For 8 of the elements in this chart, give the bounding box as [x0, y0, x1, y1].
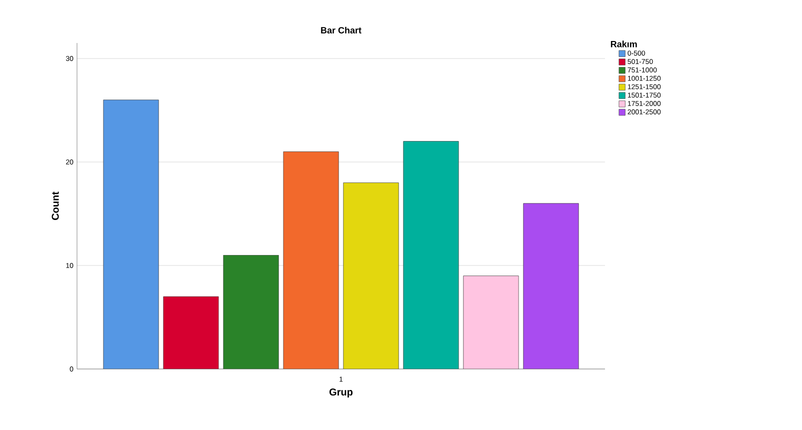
bar	[463, 276, 519, 369]
y-axis-title: Count	[52, 192, 59, 220]
bar	[223, 254, 279, 369]
legend-title: Rakım	[610, 40, 637, 48]
bar	[523, 203, 579, 369]
bar	[163, 296, 219, 369]
chart-title: Bar Chart	[321, 26, 362, 34]
x-axis-title: Grup	[329, 388, 353, 398]
